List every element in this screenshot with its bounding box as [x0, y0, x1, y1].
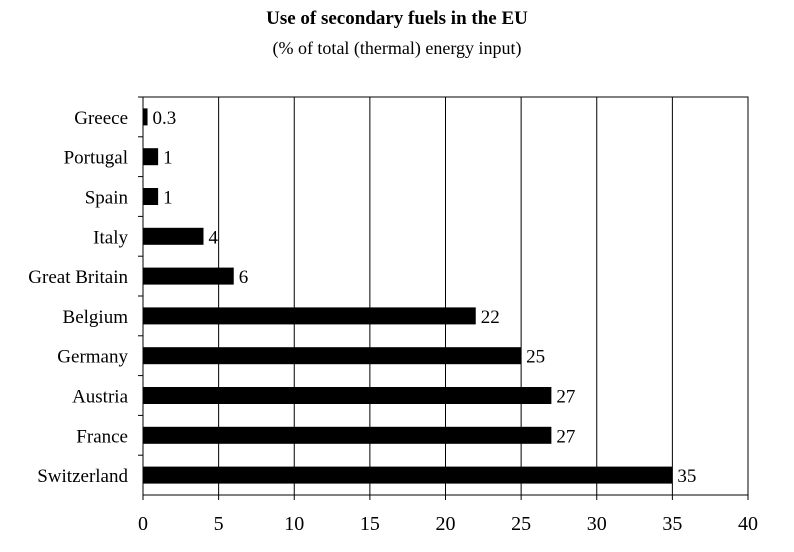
bar-greece	[143, 108, 148, 126]
category-label-belgium: Belgium	[63, 307, 129, 328]
bar-germany	[143, 347, 522, 365]
value-label-italy: 4	[209, 227, 219, 248]
category-label-spain: Spain	[85, 188, 129, 209]
value-label-greece: 0.3	[153, 108, 177, 129]
bar-spain	[143, 188, 159, 205]
chart-title: Use of secondary fuels in the EU	[266, 8, 528, 29]
bar-belgium	[143, 307, 476, 325]
bar-portugal	[143, 148, 159, 166]
category-label-austria: Austria	[72, 387, 129, 408]
value-label-austria: 27	[556, 387, 575, 408]
value-label-great-britain: 6	[239, 267, 249, 288]
value-label-france: 27	[556, 426, 575, 447]
x-tick-label-40: 40	[738, 513, 758, 535]
category-label-italy: Italy	[93, 227, 128, 248]
x-tick-label-10: 10	[284, 513, 304, 535]
value-label-switzerland: 35	[677, 466, 696, 487]
category-label-switzerland: Switzerland	[37, 466, 128, 487]
category-label-germany: Germany	[57, 347, 128, 368]
x-tick-label-35: 35	[662, 513, 682, 535]
x-tick-label-25: 25	[511, 513, 531, 535]
x-tick-label-30: 30	[587, 513, 607, 535]
bar-france	[143, 426, 552, 444]
category-label-greece: Greece	[74, 108, 128, 129]
value-label-germany: 25	[526, 347, 545, 368]
category-label-france: France	[76, 426, 128, 447]
bar-switzerland	[143, 466, 673, 484]
category-label-great-britain: Great Britain	[28, 267, 128, 288]
value-label-spain: 1	[163, 188, 173, 209]
value-label-portugal: 1	[163, 148, 173, 169]
bar-italy	[143, 227, 204, 245]
x-tick-label-15: 15	[360, 513, 380, 535]
category-label-portugal: Portugal	[64, 148, 128, 169]
bar-great-britain	[143, 267, 234, 285]
bar-austria	[143, 387, 552, 404]
x-tick-label-20: 20	[436, 513, 456, 535]
value-label-belgium: 22	[481, 307, 500, 328]
x-tick-label-0: 0	[138, 513, 148, 535]
chart-subtitle: (% of total (thermal) energy input)	[272, 38, 522, 58]
x-tick-label-5: 5	[214, 513, 224, 535]
